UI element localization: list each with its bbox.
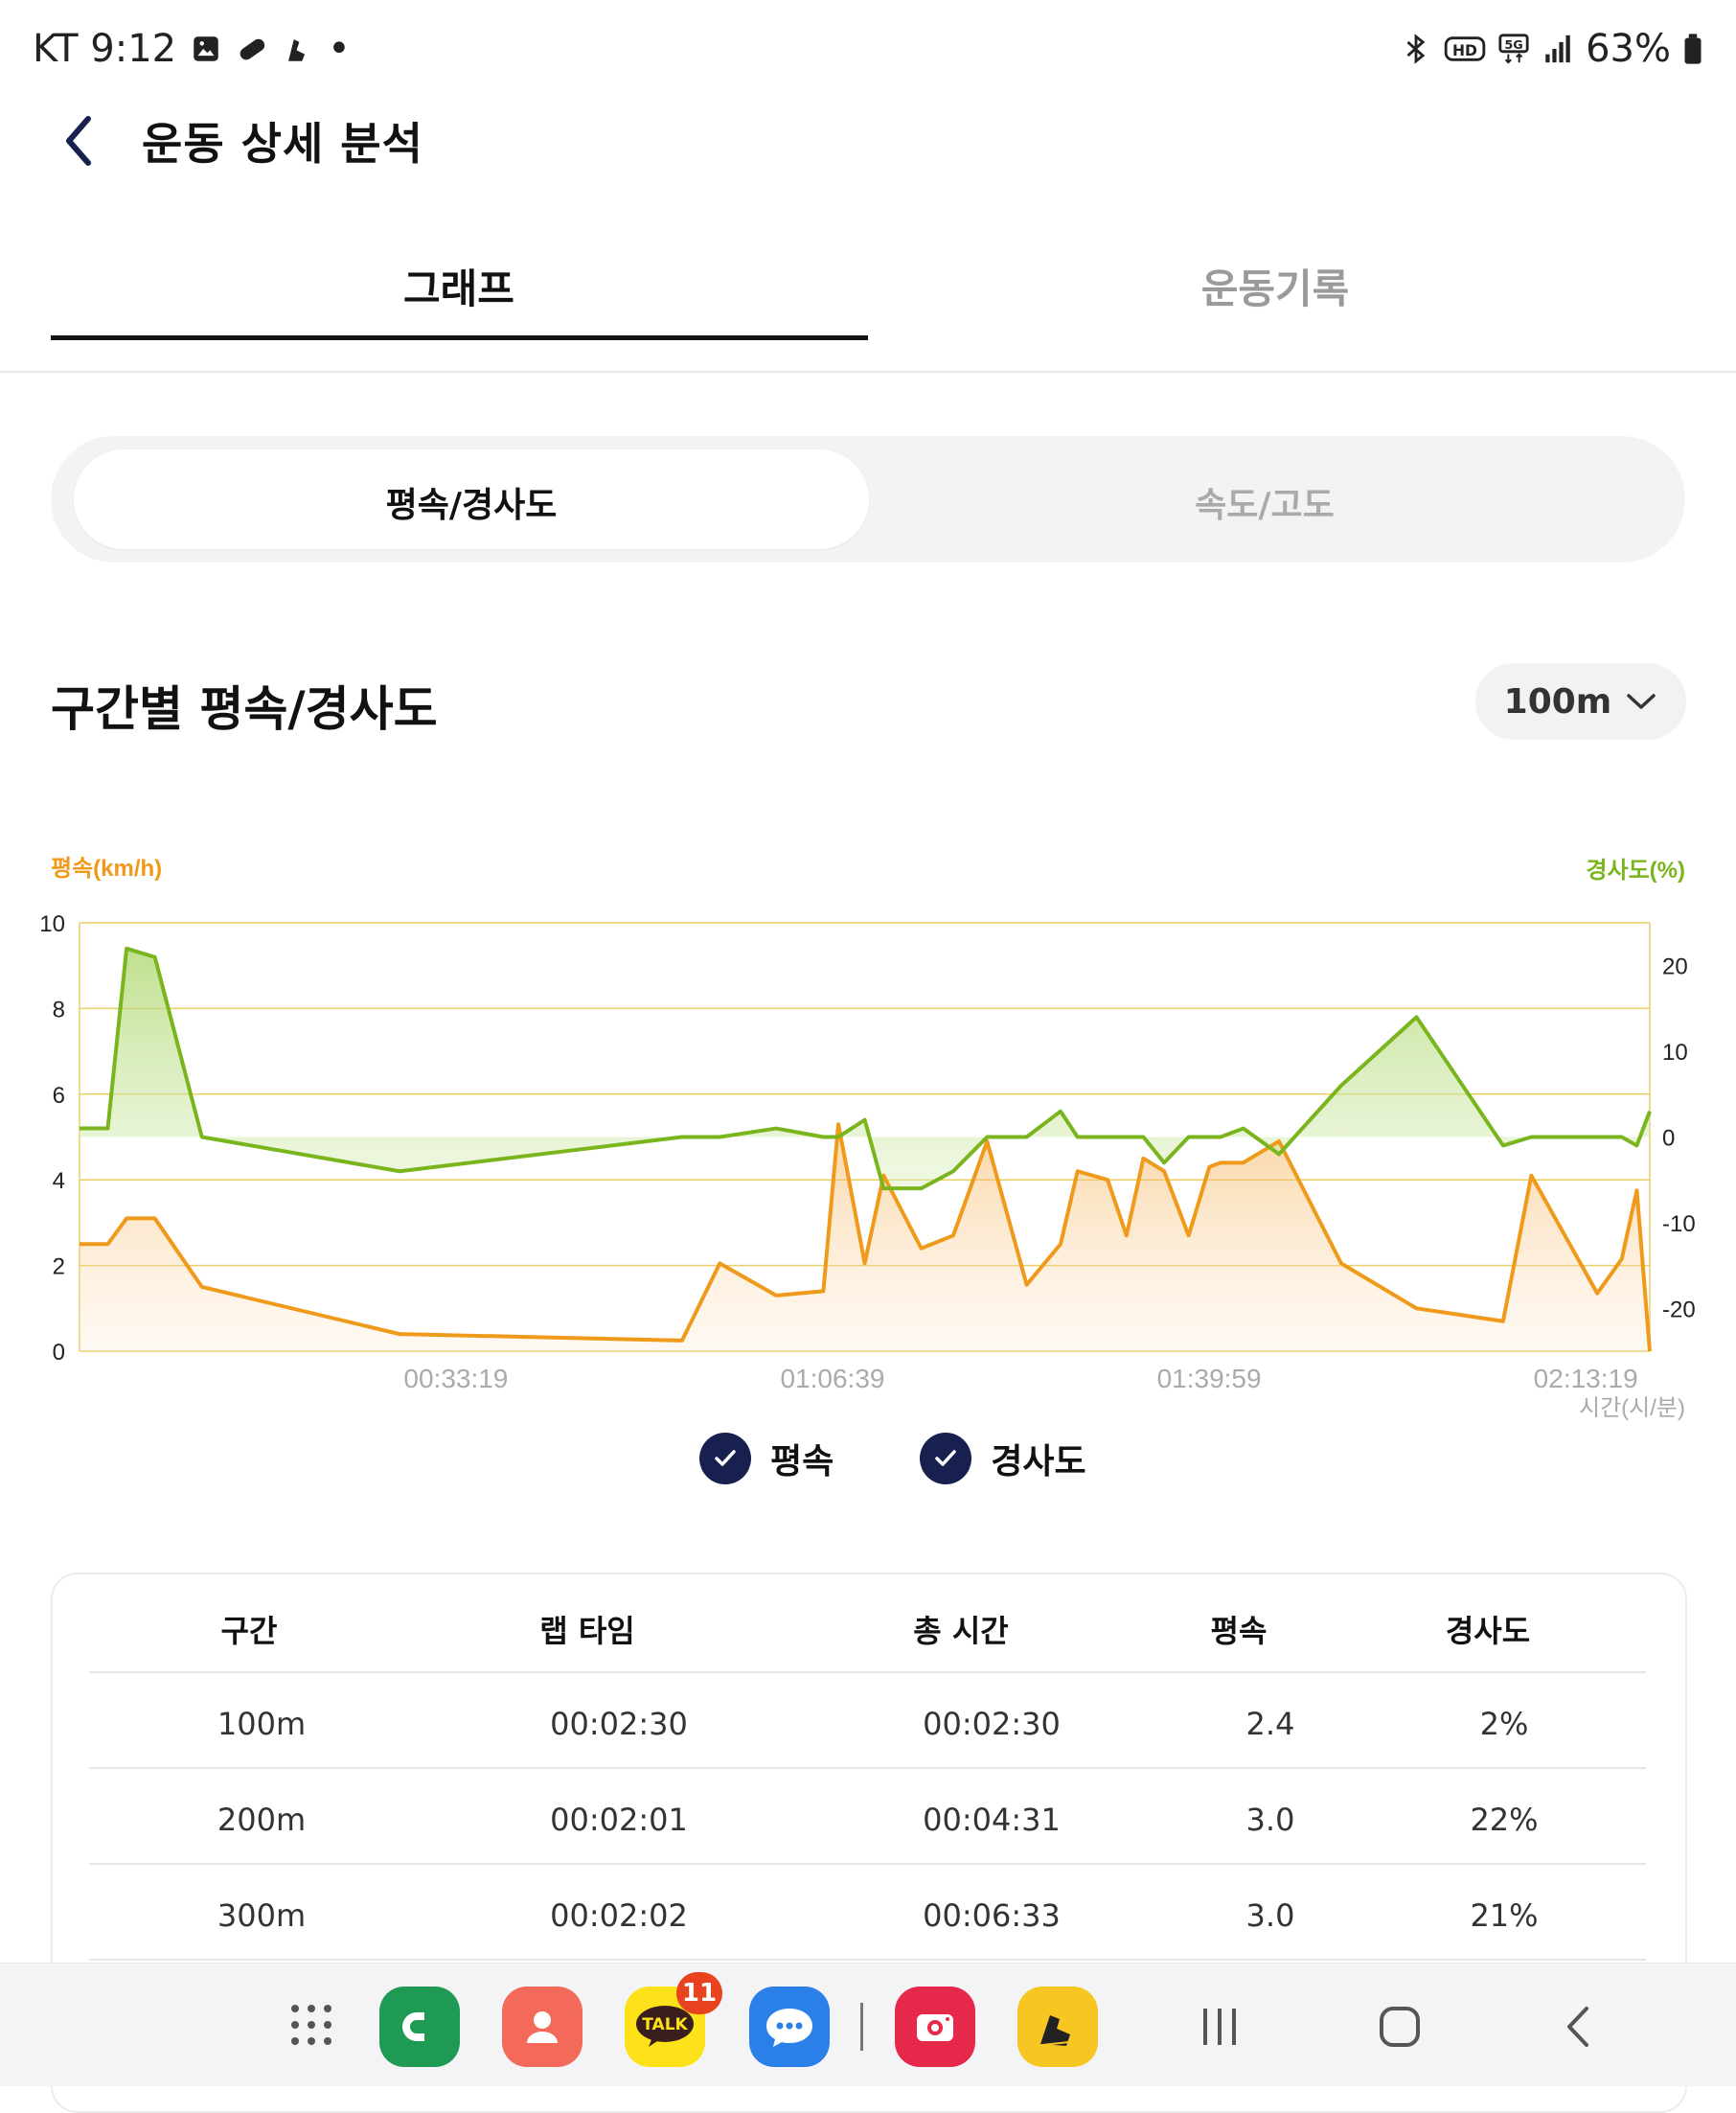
row-divider [89, 1671, 1646, 1673]
battery-percent: 63% [1586, 27, 1671, 71]
chart-legend: 평속 경사도 [699, 1430, 1086, 1487]
status-bar: KT 9:12 • HD 5G 63% [0, 0, 1736, 101]
status-right: HD 5G 63% [1400, 27, 1703, 71]
carrier-time: KT 9:12 [33, 27, 177, 71]
phone-app-icon[interactable] [379, 1987, 460, 2067]
tab-workout-record[interactable]: 운동기록 [1200, 265, 1350, 312]
right-tick-label: -10 [1662, 1211, 1696, 1237]
left-axis-label: 평속(km/h) [51, 856, 162, 882]
section-title: 구간별 평속/경사도 [51, 681, 438, 737]
table-cell-slope: 2% [1479, 1706, 1529, 1742]
segment-active-pill [74, 449, 869, 549]
x-tick-label: 01:06:39 [780, 1364, 884, 1393]
gallery-icon [194, 36, 218, 61]
kakaotalk-label: TALK [642, 2015, 688, 2034]
table-cell-avg-speed: 3.0 [1245, 1897, 1295, 1934]
tab-divider [0, 371, 1736, 373]
table-cell-total-time: 00:06:33 [923, 1897, 1061, 1934]
checkbox-checked-icon [699, 1433, 751, 1484]
taskbar-separator [860, 2003, 863, 2051]
table-header-avg-speed: 평속 [1210, 1613, 1268, 1649]
recents-button[interactable] [1196, 2005, 1244, 2049]
table-cell-slope: 22% [1470, 1802, 1539, 1838]
left-tick-label: 10 [39, 911, 65, 937]
table-cell-avg-speed: 3.0 [1245, 1802, 1295, 1838]
left-tick-label: 4 [53, 1168, 65, 1194]
bluetooth-icon [1406, 34, 1426, 64]
row-divider [89, 1959, 1646, 1961]
messages-app-icon[interactable] [749, 1987, 830, 2067]
svg-text:HD: HD [1452, 42, 1477, 59]
slope-area [80, 948, 1650, 1189]
legend-slope[interactable]: 경사도 [920, 1433, 1086, 1484]
notification-badge: 11 [676, 1972, 722, 2014]
speed-area [80, 1124, 1650, 1351]
table-header-interval: 구간 [220, 1613, 278, 1649]
battery-icon [1684, 34, 1702, 64]
page-title: 운동 상세 분석 [142, 118, 423, 170]
right-tick-label: -20 [1662, 1297, 1696, 1322]
x-tick-label: 01:39:59 [1157, 1364, 1262, 1393]
notification-dot: • [328, 27, 351, 71]
row-divider [89, 1767, 1646, 1769]
signal-icon [1545, 34, 1570, 63]
x-tick-label: 00:33:19 [403, 1364, 508, 1393]
hd-voice-icon: HD [1444, 36, 1486, 61]
table-header-lap-time: 랩 타임 [539, 1613, 635, 1649]
table-cell-slope: 21% [1470, 1897, 1539, 1934]
segment-speed-altitude[interactable]: 속도/고도 [1195, 486, 1335, 525]
table-cell-total-time: 00:02:30 [923, 1706, 1061, 1742]
left-tick-label: 0 [53, 1340, 65, 1366]
camera-app-icon[interactable] [895, 1987, 975, 2067]
tab-graph[interactable]: 그래프 [403, 265, 514, 312]
chevron-down-icon [1627, 694, 1656, 709]
speed-slope-chart: 평속(km/h) 경사도(%) 108642020100-10-2000:33:… [39, 856, 1696, 1421]
checkbox-checked-icon [920, 1433, 972, 1484]
nav-back-button[interactable] [1560, 2003, 1598, 2051]
back-button[interactable] [56, 107, 103, 174]
left-tick-label: 6 [53, 1083, 65, 1109]
x-axis-label: 시간(시/분) [1579, 1395, 1685, 1421]
fitness-app-icon[interactable] [1017, 1987, 1098, 2067]
pill-icon [240, 38, 265, 60]
5g-icon: 5G [1498, 34, 1529, 64]
contacts-app-icon[interactable] [502, 1987, 582, 2067]
taskbar [0, 1963, 1736, 2086]
active-tab-indicator [51, 335, 868, 340]
table-header-slope: 경사도 [1445, 1613, 1531, 1649]
speed-line [80, 1122, 1652, 1352]
table-cell-interval: 300m [217, 1897, 307, 1934]
legend-speed[interactable]: 평속 [699, 1433, 834, 1484]
table-cell-lap-time: 00:02:02 [550, 1897, 688, 1934]
shoe-icon [288, 39, 306, 61]
segment-speed-slope[interactable]: 평속/경사도 [385, 486, 558, 525]
status-left: KT 9:12 • [33, 27, 351, 71]
right-tick-label: 0 [1662, 1126, 1675, 1152]
table-cell-total-time: 00:04:31 [923, 1802, 1061, 1838]
interval-dropdown[interactable]: 100m [1475, 663, 1686, 740]
table-cell-lap-time: 00:02:01 [550, 1802, 688, 1838]
legend-slope-label: 경사도 [991, 1442, 1086, 1481]
table-cell-interval: 200m [217, 1802, 307, 1838]
kakaotalk-app-icon[interactable]: TALK [625, 1987, 705, 2067]
right-tick-label: 10 [1662, 1040, 1688, 1066]
interval-value: 100m [1503, 681, 1612, 722]
slope-line [80, 946, 1652, 1191]
legend-speed-label: 평속 [770, 1442, 834, 1481]
row-divider [89, 1863, 1646, 1865]
app-drawer-icon[interactable] [287, 2001, 335, 2049]
right-tick-label: 20 [1662, 954, 1688, 980]
x-tick-label: 02:13:19 [1534, 1364, 1638, 1393]
left-tick-label: 8 [53, 997, 65, 1022]
svg-text:5G: 5G [1504, 38, 1522, 53]
left-tick-label: 2 [53, 1254, 65, 1280]
table-header-total-time: 총 시간 [913, 1613, 1009, 1649]
right-axis-label: 경사도(%) [1586, 858, 1685, 884]
table-cell-lap-time: 00:02:30 [550, 1706, 688, 1742]
home-button[interactable] [1376, 2003, 1424, 2051]
table-cell-interval: 100m [217, 1706, 307, 1742]
table-cell-avg-speed: 2.4 [1245, 1706, 1295, 1742]
